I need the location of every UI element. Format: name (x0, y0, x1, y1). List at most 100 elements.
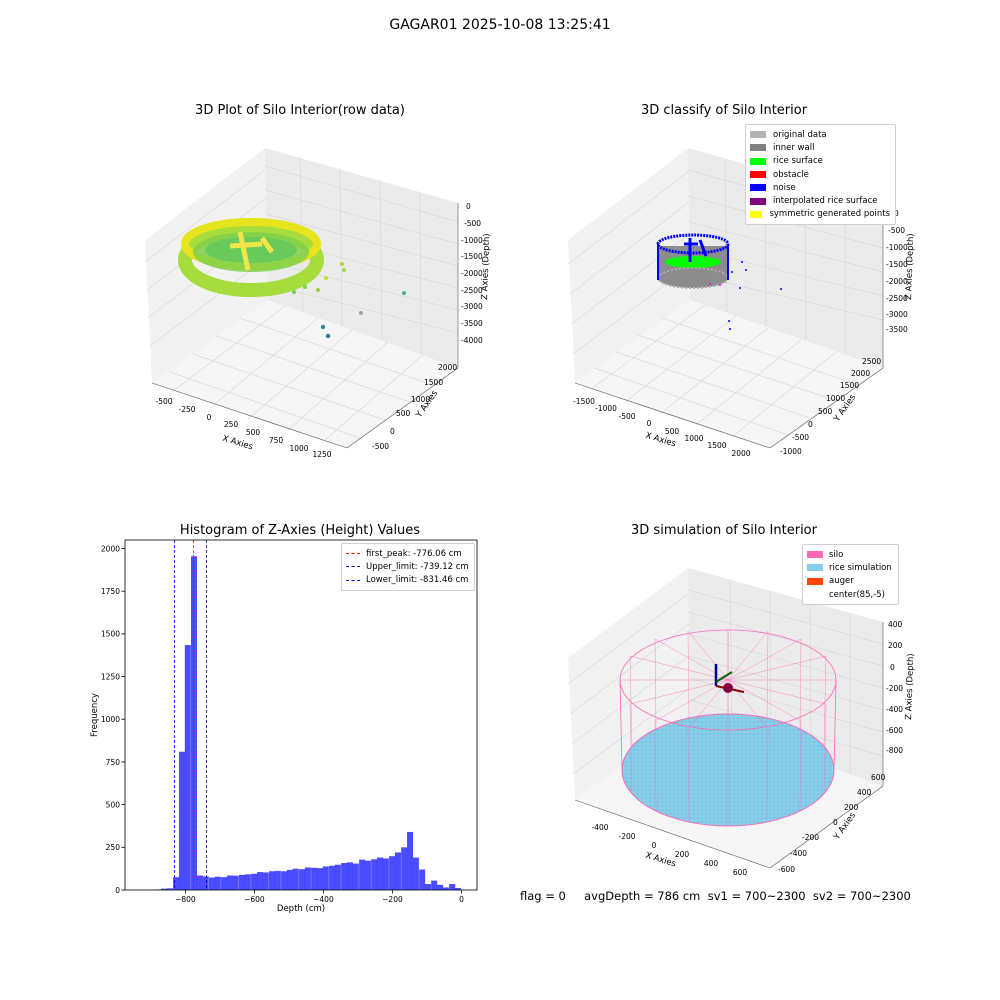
legend-label: rice simulation (829, 562, 892, 573)
histogram-bar (449, 884, 456, 890)
classify-y-tick: 2500 (862, 357, 881, 366)
legend-swatch (807, 591, 823, 599)
histogram-bar (341, 863, 348, 890)
histogram-bar (389, 856, 396, 890)
histogram-bar (371, 859, 378, 890)
classify-y-tick: -500 (792, 433, 809, 442)
histogram-y-label: Frequency (90, 693, 100, 737)
simulation-y-tick: -600 (778, 865, 795, 874)
raw-z-ticks: 0 -500 -1000 -1500 -2000 -2500 -3000 -35… (461, 202, 492, 345)
histogram-bar (382, 858, 389, 890)
histogram-bar (412, 857, 419, 890)
histogram-x-tick: −800 (175, 895, 196, 904)
legend-item-rice-simulation: rice simulation (807, 561, 893, 574)
histogram-y-tick: 500 (106, 800, 121, 809)
legend-line (346, 553, 360, 555)
histogram-bar (334, 864, 341, 890)
histogram-bar (304, 867, 311, 890)
legend-label: original data (773, 129, 827, 140)
histogram-bar (196, 875, 203, 890)
legend-item-auger: auger (807, 575, 893, 588)
legend-label: center(85,-5) (829, 589, 885, 600)
simulation-x-label: X Axies (644, 851, 677, 870)
classify-y-tick: 1500 (840, 381, 859, 390)
histogram-y-tick: 1500 (101, 630, 120, 639)
legend-item-rice-surface: rice surface (750, 155, 890, 168)
legend-swatch (750, 184, 766, 192)
legend-item-silo: silo (807, 548, 893, 561)
histogram-bar (311, 867, 318, 890)
histogram-y-ticks: 0 250 500 750 1000 1250 1500 1750 2000 (101, 544, 125, 895)
classify-x-tick: 1000 (684, 434, 703, 443)
histogram-bar (274, 870, 281, 890)
histogram-x-label: Depth (cm) (277, 904, 325, 914)
classify-z-tick: -1000 (886, 243, 908, 252)
classify-point-cloud (656, 233, 782, 330)
raw-z-tick: -3000 (461, 302, 483, 311)
histogram-bar (214, 876, 221, 890)
legend-swatch (807, 551, 823, 559)
histogram-bar (202, 876, 209, 890)
simulation-x-tick: 400 (704, 859, 719, 868)
raw-z-tick: -4000 (461, 336, 483, 345)
legend-item-first-peak: first_peak: -776.06 cm (346, 547, 470, 560)
histogram-bar (191, 556, 198, 890)
simulation-z-tick: -600 (886, 726, 903, 735)
raw-x-tick: 250 (224, 420, 239, 429)
simulation-z-tick: -800 (886, 746, 903, 755)
simulation-z-tick: 200 (888, 641, 903, 650)
simulation-y-tick: 400 (857, 788, 872, 797)
legend-swatch (750, 210, 763, 218)
raw-x-tick: -500 (155, 397, 172, 406)
histogram-bar (299, 869, 306, 890)
histogram-bar (359, 859, 366, 890)
legend-swatch (750, 157, 766, 165)
histogram-bar (437, 884, 444, 890)
legend-label: inner wall (773, 142, 815, 153)
legend-label: silo (829, 549, 844, 560)
simulation-x-tick: 0 (652, 841, 657, 850)
simulation-3d-axes-box (567, 568, 884, 869)
histogram-bar (269, 871, 276, 890)
histogram-bar (232, 875, 239, 890)
legend-item-original-data: original data (750, 128, 890, 141)
simulation-y-tick: 0 (833, 818, 838, 827)
histogram-bar (352, 863, 359, 890)
raw-3d-axes-box (144, 148, 459, 449)
legend-swatch (750, 144, 766, 152)
raw-z-tick: -3500 (461, 319, 483, 328)
figure-suptitle: GAGAR01 2025-10-08 13:25:41 (389, 17, 611, 33)
raw-x-label: X Axies (221, 434, 254, 453)
simulation-y-tick: 200 (844, 803, 859, 812)
classify-x-tick: 2000 (731, 449, 750, 458)
simulation-y-tick: -200 (802, 833, 819, 842)
histogram-x-tick: −200 (382, 895, 403, 904)
legend-item-inner-wall: inner wall (750, 141, 890, 154)
raw-z-tick: 0 (466, 202, 471, 211)
classify-y-tick: 1000 (826, 394, 845, 403)
classify-y-tick: 2000 (851, 369, 870, 378)
histogram-bar (251, 873, 258, 890)
histogram-y-tick: 2000 (101, 544, 120, 553)
raw-y-tick: 0 (390, 427, 395, 436)
histogram-bar (286, 869, 293, 890)
histogram-y-tick: 1000 (101, 715, 120, 724)
histogram-bar (256, 872, 263, 890)
histogram-bar (208, 877, 215, 890)
classify-x-tick: -1000 (595, 404, 617, 413)
raw-y-label: Y Axies (414, 388, 441, 420)
legend-swatch (750, 171, 766, 179)
histogram-legend: first_peak: -776.06 cm Upper_limit: -739… (341, 543, 475, 591)
simulation-x-tick: -400 (591, 823, 608, 832)
histogram-y-tick: 750 (106, 758, 121, 767)
histogram-bar (394, 852, 401, 890)
raw-y-ticks: -500 0 500 1000 1500 2000 Y Axies (372, 363, 457, 451)
histogram-bar (419, 869, 426, 890)
histogram-bar (424, 884, 431, 890)
raw-z-tick: -1500 (461, 252, 483, 261)
legend-label: symmetric generated points (769, 209, 890, 220)
histogram-bar (184, 645, 191, 890)
simulation-z-tick: 400 (888, 620, 903, 629)
histogram-bar (292, 868, 299, 890)
raw-panel-title: 3D Plot of Silo Interior(row data) (195, 103, 405, 118)
